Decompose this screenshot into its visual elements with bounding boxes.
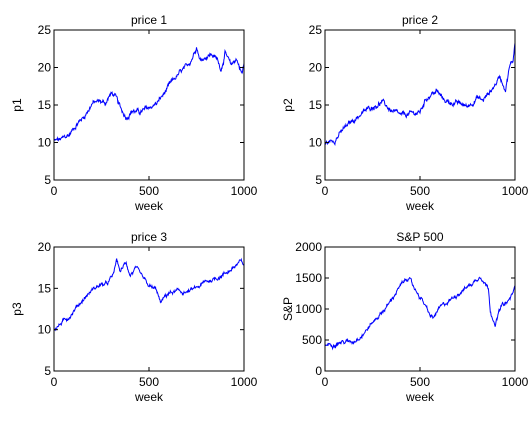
series-line [324,276,516,351]
x-tick-label: 500 [410,375,430,389]
x-axis-label: week [134,199,164,213]
axes-box [324,246,516,372]
series-line [324,42,516,147]
axes-box [53,29,245,181]
x-tick-label: 0 [51,184,58,198]
x-tick-label: 1000 [231,375,258,389]
y-tick-label: 0 [315,364,322,378]
x-tick-label: 1000 [502,375,529,389]
series-line [53,47,245,142]
subplot-3: 0 500 1000 5 10 15 20 price 3 week p3 [10,230,258,404]
y-tick-label: 25 [38,23,52,37]
subplot-2: 0 500 1000 5 10 15 20 25 price 2 week p2 [281,13,529,213]
x-tick-label: 0 [322,375,329,389]
x-tick-label: 500 [139,375,159,389]
x-axis-label: week [405,390,435,404]
x-tick-label: 500 [410,184,430,198]
y-tick-label: 15 [309,98,323,112]
chart-title: S&P 500 [396,230,443,244]
x-tick-label: 1000 [231,184,258,198]
x-axis-label: week [134,390,164,404]
y-tick-label: 2000 [295,240,322,254]
x-tick-label: 500 [139,184,159,198]
y-axis-label: S&P [281,297,295,321]
chart-title: price 3 [131,230,167,244]
y-tick-label: 5 [44,173,51,187]
y-tick-label: 10 [38,323,52,337]
x-tick-label: 0 [322,184,329,198]
y-tick-label: 500 [302,333,322,347]
y-tick-label: 5 [315,173,322,187]
chart-title: price 2 [402,13,438,27]
y-axis-label: p1 [10,98,24,112]
y-tick-label: 1000 [295,302,322,316]
x-axis-label: week [405,199,435,213]
axes-box [53,246,245,372]
y-tick-label: 1500 [295,271,322,285]
y-tick-label: 10 [309,136,323,150]
y-tick-label: 20 [38,240,52,254]
y-tick-label: 5 [44,364,51,378]
y-axis-label: p2 [281,98,295,112]
x-tick-label: 1000 [502,184,529,198]
x-tick-label: 0 [51,375,58,389]
axes-box [324,29,516,181]
y-tick-label: 20 [38,61,52,75]
y-axis-label: p3 [10,302,24,316]
y-tick-label: 10 [38,136,52,150]
chart-title: price 1 [131,13,167,27]
y-tick-label: 15 [38,98,52,112]
y-tick-label: 25 [309,23,323,37]
subplot-4: 0 500 1000 0 500 1000 1500 2000 S&P 500 week S&P [281,230,529,404]
series-line [53,257,245,332]
y-tick-label: 15 [38,281,52,295]
subplot-1: 0 500 1000 5 10 15 20 25 price 1 week p1 [10,13,258,213]
y-tick-label: 20 [309,61,323,75]
